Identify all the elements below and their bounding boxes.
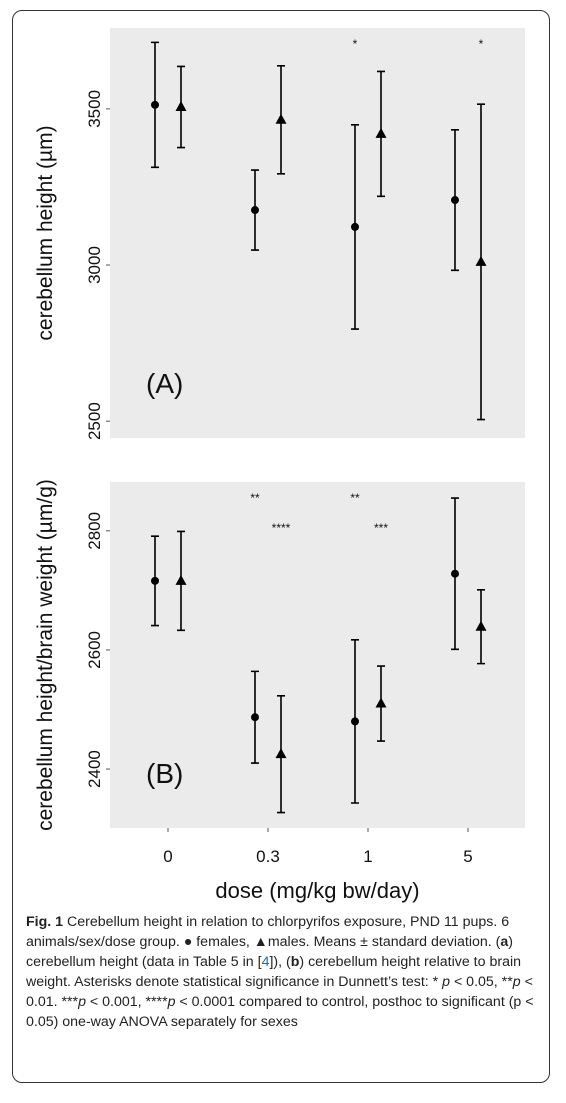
mean-point <box>175 101 187 112</box>
y-axis-label: cerebellum height/brain weight (µm/g) <box>34 479 57 831</box>
y-tick-label: 3000 <box>85 246 104 284</box>
caption-text: Cerebellum height in relation to chlorpy… <box>26 914 510 950</box>
x-tick-label: 0 <box>163 847 172 866</box>
mean-point <box>375 127 387 138</box>
significance-label: *** <box>374 521 388 535</box>
caption-text: p <box>512 974 521 990</box>
caption-text: < 0.0001 compared to control, posthoc to… <box>26 994 534 1030</box>
significance-label: ** <box>250 491 260 505</box>
caption-text: p <box>78 994 86 1010</box>
mean-point <box>251 206 259 215</box>
caption-text: < 0.05, ** <box>450 974 513 990</box>
mean-point <box>475 620 487 631</box>
caption-text: p <box>167 994 176 1010</box>
significance-label: * <box>479 37 484 51</box>
x-axis-label: dose (mg/kg bw/day) <box>215 878 419 903</box>
caption-text: < 0.01. *** <box>26 974 533 1010</box>
y-axis-label: cerebellum height (µm) <box>34 125 57 340</box>
caption-text: < 0.001, **** <box>85 994 168 1010</box>
x-tick-label: 0.3 <box>256 847 280 866</box>
mean-point <box>375 697 387 708</box>
mean-point <box>275 113 287 124</box>
significance-label: ** <box>350 491 360 505</box>
y-tick-label: 2600 <box>85 631 104 669</box>
panel-label: (B) <box>146 758 183 789</box>
panel-label: (A) <box>146 368 183 399</box>
x-tick-label: 5 <box>463 847 472 866</box>
y-tick-label: 2800 <box>85 512 104 550</box>
caption-text: p <box>442 974 451 990</box>
caption: Fig. 1 Cerebellum height in relation to … <box>26 912 538 1032</box>
mean-point <box>451 569 459 578</box>
caption-text: b <box>290 954 300 970</box>
reference-link[interactable]: 4 <box>261 954 270 970</box>
mean-point <box>351 222 359 231</box>
mean-point <box>151 576 159 585</box>
mean-point <box>251 713 259 722</box>
mean-point <box>351 717 359 726</box>
mean-point <box>275 748 287 759</box>
significance-label: * <box>353 37 358 51</box>
mean-point <box>475 255 487 266</box>
mean-point <box>151 100 159 109</box>
y-tick-label: 2500 <box>85 402 104 440</box>
caption-text: a <box>500 934 509 950</box>
y-tick-label: 3500 <box>85 90 104 128</box>
y-tick-label: 2400 <box>85 750 104 788</box>
caption-text: Fig. 1 <box>26 914 64 930</box>
caption-text: ]), ( <box>269 954 291 970</box>
mean-point <box>451 196 459 205</box>
x-tick-label: 1 <box>363 847 372 866</box>
figure-frame <box>12 10 550 1083</box>
significance-label: **** <box>272 521 291 535</box>
caption-text: ) cerebellum height relative to brain we… <box>26 954 522 990</box>
plot-background <box>110 28 525 438</box>
plot-background <box>110 482 525 828</box>
caption-text: ) cerebellum height (data in Table 5 in … <box>26 934 513 970</box>
mean-point <box>175 574 187 585</box>
